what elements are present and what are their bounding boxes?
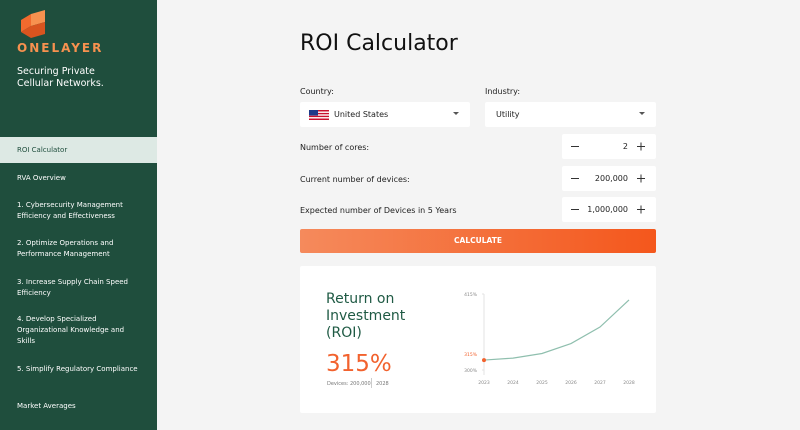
brand: ONELAYER [17,41,104,55]
field-label: Industry: [485,87,521,96]
nav-item[interactable]: ROI Calculator [17,146,68,154]
country-select[interactable]: United States [300,102,470,127]
result-card: Return on Investment (ROI) 315% Devices:… [300,266,656,413]
nav-item[interactable]: 5. Simplify Regulatory Compliance [17,365,138,373]
industry-select[interactable]: Utility [485,102,656,127]
line [483,299,630,361]
x-tick-label: 2024 [507,380,519,386]
tagline: Securing Private Cellular Networks. [17,66,104,89]
chevron [453,112,459,115]
divider [371,378,372,388]
calculate-button[interactable]: CALCULATE [300,229,656,253]
y-tick-label: 415% [464,292,478,298]
x-tick-label: 2026 [565,380,577,386]
stepper-icons [571,205,645,214]
sidebar: ONELAYER Securing Private Cellular Netwo… [0,0,157,430]
stepper-value: 1,000,000 [587,205,628,214]
nav-item[interactable]: RVA Overview [17,174,66,182]
stepper-icons [571,174,645,182]
logo-icon [21,10,45,38]
x-tick-label: 2027 [594,380,606,386]
nav-item[interactable]: 1. Cybersecurity Management Efficiency a… [17,201,123,220]
result-year: 2028 [376,381,389,387]
x-tick-label: 2023 [478,380,490,386]
x-tick-label: 2028 [623,380,635,386]
nav-item[interactable]: 2. Optimize Operations and Performance M… [17,239,114,258]
nav-item[interactable]: 3. Increase Supply Chain Speed Efficienc… [17,278,128,297]
stepper-icons [571,142,645,151]
page-title: ROI Calculator [300,31,458,56]
select-value: United States [334,110,389,119]
field-label: Country: [300,87,334,96]
field-label: Current number of devices: [300,174,410,184]
point [482,358,486,363]
field-label: Number of cores: [300,143,370,152]
roi-chart: 300% 415% 2023 2024 2025 2026 2027 2028 315% [464,292,635,386]
y-tick-label: 300% [464,368,478,374]
nav-item[interactable]: 4. Develop Specialized Organizational Kn… [17,315,125,345]
stepper: 1,000,000 [562,197,656,222]
field-label: Expected number of Devices in 5 Years [300,206,457,215]
flag-icon [309,110,329,120]
select-value: Utility [496,110,520,119]
result-devices: Devices: 200,000 [327,381,371,387]
stepper: 2 [562,134,656,159]
value-label: 315% [464,352,478,358]
stepper-value: 200,000 [594,173,628,183]
stepper-value: 2 [622,142,628,151]
x-tick-label: 2025 [536,380,548,386]
nav-item[interactable]: Market Averages [17,402,76,410]
chevron [639,112,645,115]
stepper: 200,000 [562,165,656,191]
active-bg [0,137,157,163]
result-value: 315% [326,351,392,377]
result-heading: Return on Investment (ROI) [326,291,406,341]
